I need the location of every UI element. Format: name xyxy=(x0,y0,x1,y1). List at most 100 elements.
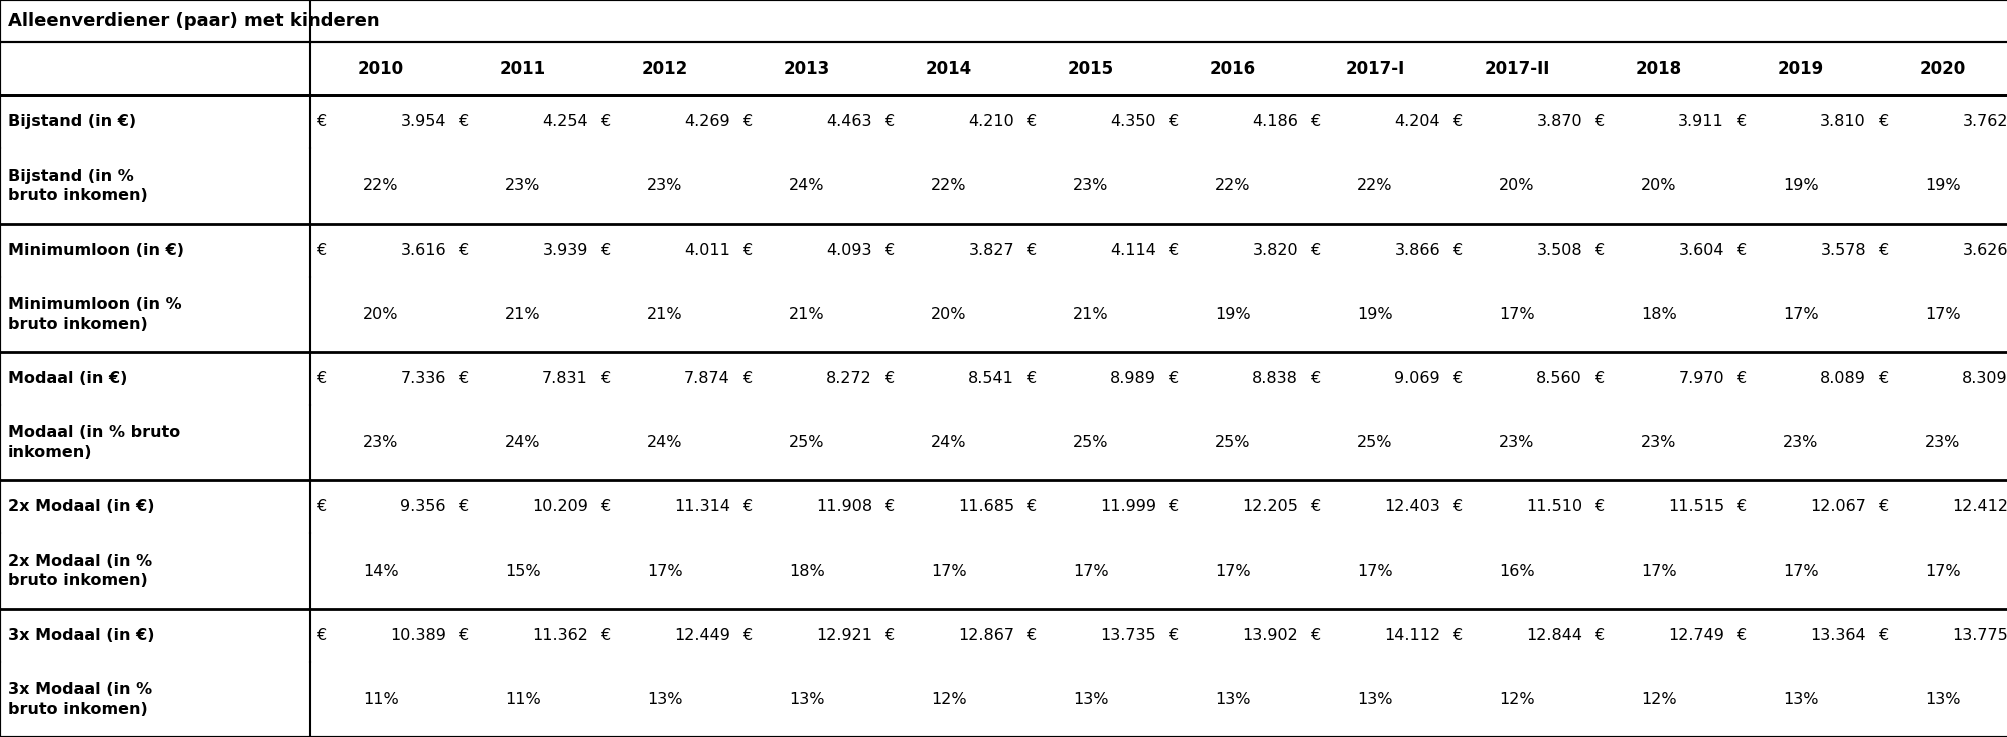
Text: €: € xyxy=(1594,628,1604,643)
Text: 3.810: 3.810 xyxy=(1818,114,1865,129)
Text: 19%: 19% xyxy=(1925,178,1961,193)
Text: 23%: 23% xyxy=(1640,435,1676,450)
Text: 13%: 13% xyxy=(789,692,825,707)
Text: 8.272: 8.272 xyxy=(825,371,871,386)
Text: 3.866: 3.866 xyxy=(1393,242,1439,258)
Text: 20%: 20% xyxy=(363,307,399,322)
Text: 23%: 23% xyxy=(506,178,540,193)
Text: €: € xyxy=(1877,628,1887,643)
Text: 12.067: 12.067 xyxy=(1808,500,1865,514)
Text: 19%: 19% xyxy=(1214,307,1250,322)
Text: 12.205: 12.205 xyxy=(1242,500,1297,514)
Text: Modaal (in % bruto
inkomen): Modaal (in % bruto inkomen) xyxy=(8,425,181,460)
Text: €: € xyxy=(458,500,468,514)
Text: 23%: 23% xyxy=(1925,435,1959,450)
Text: Bijstand (in €): Bijstand (in €) xyxy=(8,114,136,129)
Text: 4.254: 4.254 xyxy=(542,114,588,129)
Text: 2019: 2019 xyxy=(1776,60,1822,77)
Text: 8.838: 8.838 xyxy=(1252,371,1297,386)
Text: 12.867: 12.867 xyxy=(957,628,1014,643)
Text: 11.314: 11.314 xyxy=(674,500,731,514)
Text: €: € xyxy=(1309,628,1319,643)
Text: €: € xyxy=(1877,114,1887,129)
Text: 12%: 12% xyxy=(931,692,965,707)
Text: 12.412: 12.412 xyxy=(1951,500,2007,514)
Text: €: € xyxy=(1594,371,1604,386)
Text: 13%: 13% xyxy=(1782,692,1818,707)
Text: €: € xyxy=(1594,500,1604,514)
Text: 4.114: 4.114 xyxy=(1110,242,1156,258)
Text: €: € xyxy=(1451,242,1461,258)
Text: 13%: 13% xyxy=(646,692,682,707)
Text: €: € xyxy=(1451,628,1461,643)
Text: €: € xyxy=(315,114,325,129)
Text: 2017-II: 2017-II xyxy=(1483,60,1549,77)
Text: 24%: 24% xyxy=(646,435,682,450)
Text: 20%: 20% xyxy=(931,307,965,322)
Text: €: € xyxy=(458,371,468,386)
Text: 16%: 16% xyxy=(1499,564,1533,579)
Text: €: € xyxy=(1026,371,1036,386)
Text: 17%: 17% xyxy=(1925,307,1961,322)
Text: €: € xyxy=(883,628,893,643)
Text: 19%: 19% xyxy=(1357,307,1393,322)
Text: €: € xyxy=(1309,371,1319,386)
Text: €: € xyxy=(315,628,325,643)
Text: 13%: 13% xyxy=(1357,692,1393,707)
Bar xyxy=(0,95,2007,148)
Text: €: € xyxy=(1309,242,1319,258)
Text: 4.011: 4.011 xyxy=(684,242,731,258)
Text: 17%: 17% xyxy=(931,564,965,579)
Text: €: € xyxy=(1877,371,1887,386)
Text: €: € xyxy=(600,371,610,386)
Text: Alleenverdiener (paar) met kinderen: Alleenverdiener (paar) met kinderen xyxy=(8,12,379,30)
Text: 23%: 23% xyxy=(1074,178,1108,193)
Text: 23%: 23% xyxy=(1499,435,1533,450)
Text: 3.626: 3.626 xyxy=(1961,242,2007,258)
Text: €: € xyxy=(1736,242,1746,258)
Text: 25%: 25% xyxy=(1357,435,1393,450)
Bar xyxy=(0,223,2007,276)
Text: €: € xyxy=(1026,114,1036,129)
Text: €: € xyxy=(883,371,893,386)
Text: 17%: 17% xyxy=(1640,564,1676,579)
Text: 13%: 13% xyxy=(1214,692,1250,707)
Text: 8.309: 8.309 xyxy=(1961,371,2007,386)
Text: 12%: 12% xyxy=(1499,692,1533,707)
Text: 2014: 2014 xyxy=(925,60,971,77)
Bar xyxy=(0,481,2007,534)
Text: Minimumloon (in €): Minimumloon (in €) xyxy=(8,242,185,258)
Text: €: € xyxy=(600,628,610,643)
Text: 12.449: 12.449 xyxy=(674,628,731,643)
Text: €: € xyxy=(458,628,468,643)
Text: €: € xyxy=(1168,242,1178,258)
Text: €: € xyxy=(315,371,325,386)
Text: €: € xyxy=(883,500,893,514)
Text: 13.902: 13.902 xyxy=(1242,628,1297,643)
Text: 21%: 21% xyxy=(1072,307,1108,322)
Text: 4.269: 4.269 xyxy=(684,114,731,129)
Text: 11.515: 11.515 xyxy=(1668,500,1724,514)
Text: 7.831: 7.831 xyxy=(542,371,588,386)
Text: 4.093: 4.093 xyxy=(827,242,871,258)
Text: 20%: 20% xyxy=(1499,178,1533,193)
Text: €: € xyxy=(315,500,325,514)
Text: 17%: 17% xyxy=(646,564,682,579)
Text: 4.186: 4.186 xyxy=(1252,114,1297,129)
Text: 3.604: 3.604 xyxy=(1678,242,1724,258)
Text: 13%: 13% xyxy=(1072,692,1108,707)
Text: 2x Modaal (in %
bruto inkomen): 2x Modaal (in % bruto inkomen) xyxy=(8,553,153,588)
Text: €: € xyxy=(743,242,753,258)
Text: €: € xyxy=(1594,242,1604,258)
Text: 2010: 2010 xyxy=(357,60,403,77)
Text: 23%: 23% xyxy=(363,435,399,450)
Text: 10.389: 10.389 xyxy=(389,628,446,643)
Text: 25%: 25% xyxy=(1072,435,1108,450)
Text: 23%: 23% xyxy=(1782,435,1818,450)
Text: 10.209: 10.209 xyxy=(532,500,588,514)
Text: 14.112: 14.112 xyxy=(1383,628,1439,643)
Text: €: € xyxy=(1451,500,1461,514)
Text: €: € xyxy=(1026,242,1036,258)
Text: €: € xyxy=(1877,242,1887,258)
Text: 12.921: 12.921 xyxy=(815,628,871,643)
